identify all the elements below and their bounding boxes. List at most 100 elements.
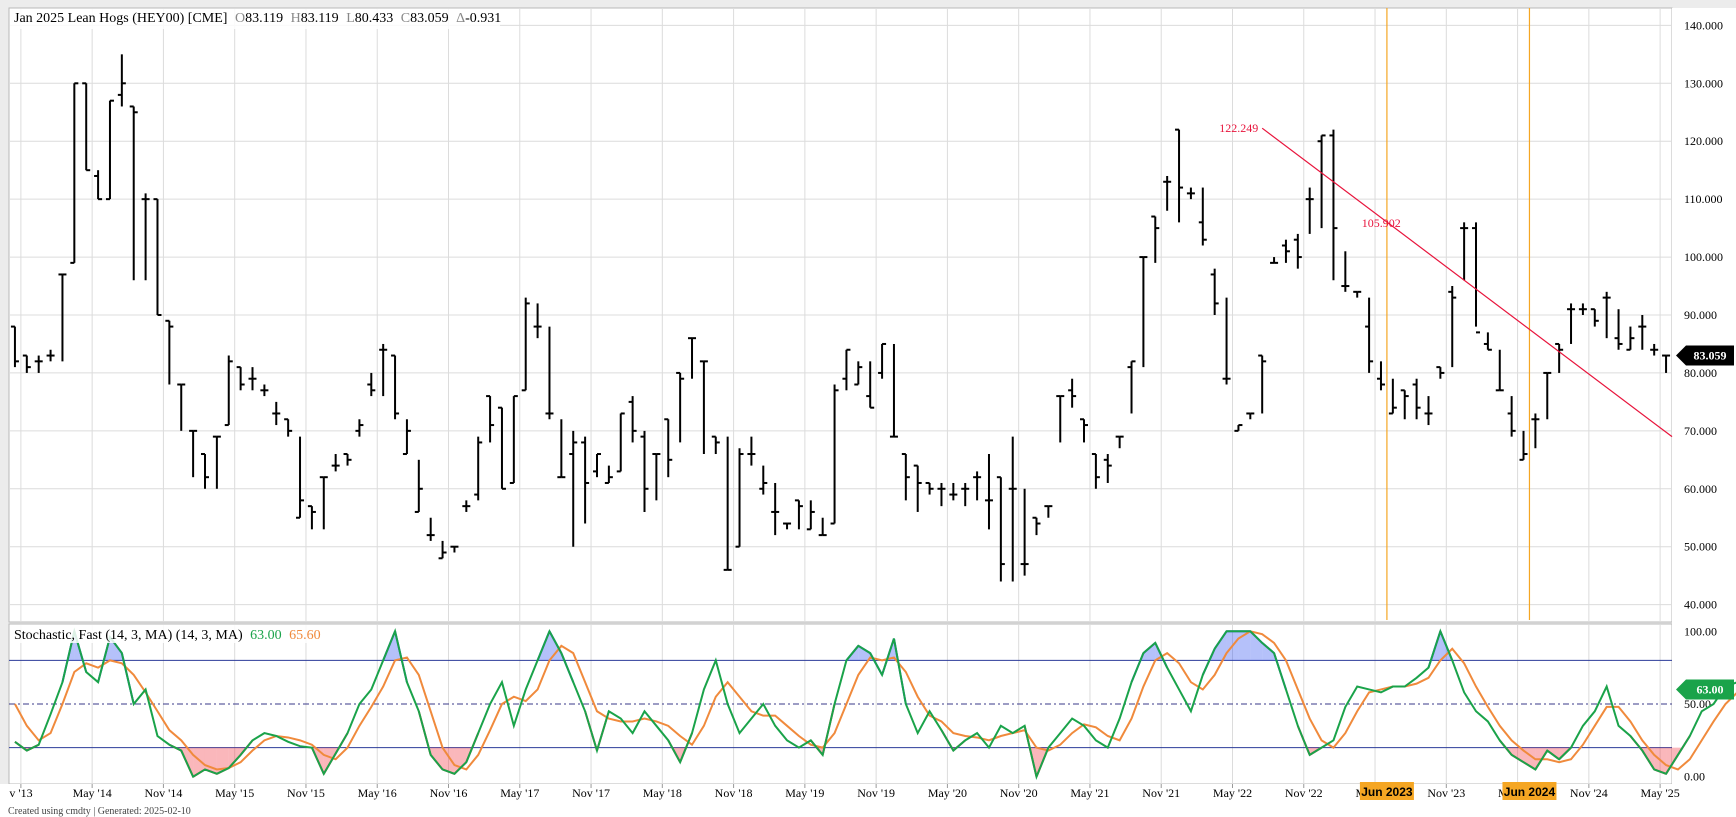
last-k-label: 63.00 xyxy=(1697,682,1724,696)
y-tick-label: 100.000 xyxy=(1684,250,1723,264)
ohlc-bar xyxy=(165,319,174,385)
ohlc-bar xyxy=(1329,129,1338,281)
ohlc-bar xyxy=(391,354,400,420)
ohlc-bar xyxy=(1305,187,1314,234)
price-data-label: 105.902 xyxy=(1362,216,1401,230)
ohlc-bar xyxy=(224,355,233,427)
ohlc-bar xyxy=(367,372,376,397)
ohlc-bar xyxy=(1602,291,1611,339)
price-bars xyxy=(10,54,1671,582)
x-tick-label: May '16 xyxy=(358,786,397,800)
ohlc-bar xyxy=(462,500,471,512)
high-label: H xyxy=(290,11,301,26)
ohlc-bar xyxy=(105,99,114,201)
ohlc-bar xyxy=(1365,297,1374,373)
ohlc-bar xyxy=(806,500,815,531)
ohlc-bar xyxy=(1400,389,1409,420)
ohlc-bar xyxy=(1424,396,1433,426)
event-label-box xyxy=(1359,782,1414,800)
y-tick-label: 140.000 xyxy=(1684,18,1723,32)
ohlc-bar xyxy=(307,505,316,530)
ohlc-bar xyxy=(46,349,55,362)
x-tick-label: May '25 xyxy=(1641,786,1680,800)
ohlc-bar xyxy=(10,325,19,368)
ohlc-bar xyxy=(1139,256,1148,368)
trendline xyxy=(1261,127,1673,438)
ohlc-bar xyxy=(1448,286,1457,368)
ohlc-bar xyxy=(640,430,649,512)
ohlc-bar xyxy=(1115,435,1124,449)
ohlc-bar xyxy=(1472,222,1481,334)
ohlc-bar xyxy=(82,82,91,172)
ohlc-bar xyxy=(426,517,435,541)
change-value: -0.931 xyxy=(465,11,502,26)
x-tick-label: May '15 xyxy=(215,786,254,800)
ohlc-bar xyxy=(1068,378,1077,408)
low-value: 80.433 xyxy=(354,11,394,26)
x-tick-label: Nov '17 xyxy=(572,786,610,800)
stoch-zone-fill xyxy=(430,747,443,770)
stoch-k-line xyxy=(14,627,1736,781)
open-label: O xyxy=(234,11,246,26)
y-tick-label: 60.000 xyxy=(1684,482,1717,496)
ohlc-bar xyxy=(889,343,898,438)
stoch-zone-fill xyxy=(1143,642,1156,661)
y-tick-label: 120.000 xyxy=(1684,134,1723,148)
ohlc-bar xyxy=(1175,128,1184,223)
ohlc-bar xyxy=(1460,222,1469,281)
ohlc-bar xyxy=(1246,412,1255,420)
ohlc-bar xyxy=(509,395,518,484)
ohlc-bar xyxy=(961,482,970,507)
ohlc-bar xyxy=(1032,516,1041,536)
x-tick-label: Nov '22 xyxy=(1285,786,1323,800)
ohlc-bar xyxy=(1555,342,1564,373)
ohlc-bar xyxy=(212,435,221,489)
y-tick-label: 130.000 xyxy=(1684,76,1723,90)
instrument-name: Jan 2025 Lean Hogs (HEY00) [CME] xyxy=(14,11,228,26)
stoch-zone-fill xyxy=(442,747,455,774)
ohlc-bar xyxy=(628,396,637,443)
ohlc-bar xyxy=(771,482,780,536)
stoch-d-line xyxy=(14,630,1736,771)
header-backdrop xyxy=(10,9,500,29)
ohlc-bar xyxy=(1198,187,1207,246)
ohlc-bar xyxy=(236,366,245,391)
ohlc-bar xyxy=(711,435,720,455)
ohlc-bar xyxy=(1626,326,1635,351)
ohlc-bar xyxy=(1507,396,1516,437)
low-label: L xyxy=(346,11,355,26)
ohlc-bar xyxy=(604,465,613,484)
ohlc-bar xyxy=(581,436,590,524)
stoch-y-tick-label: 0.00 xyxy=(1684,770,1705,784)
ohlc-bar xyxy=(1614,309,1623,350)
y-tick-label: 110.000 xyxy=(1684,192,1723,206)
ohlc-bar xyxy=(1662,354,1671,373)
ohlc-bar xyxy=(438,540,447,560)
chart-header: Jan 2025 Lean Hogs (HEY00) [CME] O 83.119… xyxy=(14,11,501,27)
ohlc-bar xyxy=(557,419,566,479)
x-tick-label: Nov '23 xyxy=(1427,786,1465,800)
x-tick-label: Nov '19 xyxy=(857,786,895,800)
y-tick-label: 70.000 xyxy=(1684,424,1717,438)
close-label: C xyxy=(400,11,411,26)
ohlc-bar xyxy=(901,453,910,501)
ohlc-bar xyxy=(830,384,839,525)
ohlc-bar xyxy=(117,54,126,107)
ohlc-bar xyxy=(1234,424,1243,432)
high-value: 83.119 xyxy=(300,11,339,26)
stoch-y-tick-label: 50.00 xyxy=(1684,697,1711,711)
y-tick-label: 80.000 xyxy=(1684,366,1717,380)
stochastic-label: Stochastic, Fast (14, 3, MA) (14, 3, MA) xyxy=(14,628,243,643)
ohlc-bar xyxy=(1543,371,1552,420)
x-tick-label: Nov '15 xyxy=(287,786,325,800)
ohlc-bar xyxy=(616,412,625,473)
ohlc-bar xyxy=(402,419,411,456)
ohlc-bar xyxy=(533,303,542,339)
ohlc-bar xyxy=(913,464,922,512)
x-tick-label: May '21 xyxy=(1070,786,1109,800)
ohlc-bar xyxy=(450,545,459,553)
stoch-zone-fill xyxy=(1511,747,1524,763)
ohlc-bar xyxy=(878,342,887,379)
ohlc-bar xyxy=(842,348,851,391)
